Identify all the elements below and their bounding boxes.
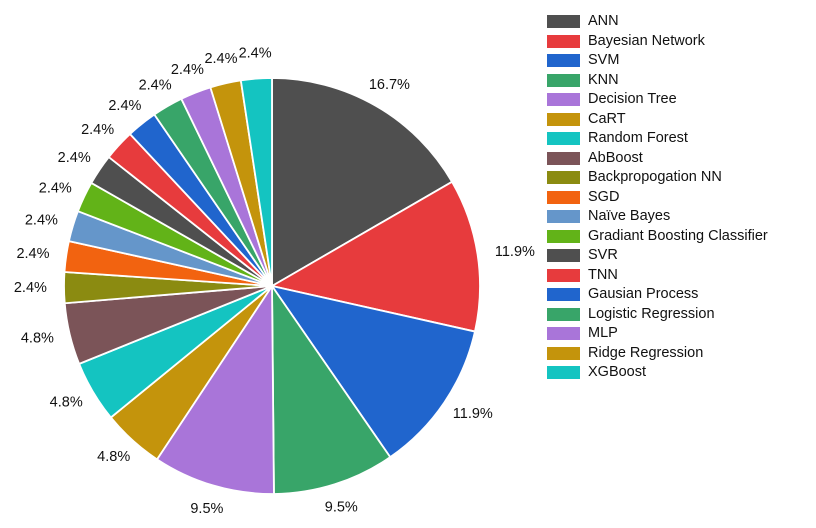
legend-swatch-bayesian-network	[547, 34, 580, 48]
legend-item-sgd: SGD	[547, 188, 768, 205]
legend-item-gradiant-boosting-classifier: Gradiant Boosting Classifier	[547, 227, 768, 244]
legend-swatch-na-ve-bayes	[547, 210, 580, 223]
legend-label-tnn: TNN	[588, 266, 618, 283]
legend-item-cart: CaRT	[547, 110, 768, 127]
legend-label-decision-tree: Decision Tree	[588, 91, 677, 107]
legend-swatch-ridge-regression	[547, 346, 580, 360]
legend-item-xgboost: XGBoost	[547, 364, 768, 380]
legend-item-na-ve-bayes: Naïve Bayes	[547, 208, 768, 224]
legend-swatch-xgboost	[547, 366, 580, 379]
pie-pct-label-knn: 9.5%	[325, 500, 358, 516]
legend-label-abboost: AbBoost	[588, 149, 643, 166]
legend-item-backpropogation-nn: Backpropogation NN	[547, 169, 768, 185]
pie-pct-label-cart: 4.8%	[97, 449, 130, 465]
legend-label-svm: SVM	[588, 52, 620, 68]
pie-pct-label-abboost: 4.8%	[21, 330, 54, 346]
legend-item-knn: KNN	[547, 71, 768, 88]
legend-label-knn: KNN	[588, 71, 619, 88]
legend-item-decision-tree: Decision Tree	[547, 91, 768, 107]
legend-swatch-svm	[547, 54, 580, 67]
legend-label-gausian-process: Gausian Process	[588, 286, 699, 302]
legend-swatch-ann	[547, 15, 580, 28]
legend-item-bayesian-network: Bayesian Network	[547, 32, 768, 49]
legend: ANN Bayesian Network SVM KNN Decision Tree Ca…	[547, 13, 768, 386]
pie-pct-label-tnn: 2.4%	[81, 122, 114, 138]
legend-swatch-cart	[547, 112, 580, 126]
pie-pct-label-ann: 16.7%	[369, 77, 410, 93]
pie-slice-knn	[271, 285, 392, 495]
legend-label-random-forest: Random Forest	[588, 130, 688, 146]
pie-pct-label-svr: 2.4%	[58, 150, 91, 166]
legend-swatch-gradiant-boosting-classifier	[547, 229, 580, 243]
pie-pct-label-bayesian-network: 11.9%	[495, 244, 535, 260]
legend-label-logistic-regression: Logistic Regression	[588, 305, 715, 322]
legend-label-na-ve-bayes: Naïve Bayes	[588, 208, 671, 224]
pie-pct-label-sgd: 2.4%	[16, 246, 49, 262]
pie-pct-label-backpropogation-nn: 2.4%	[14, 280, 47, 296]
pie-slice-svm	[271, 285, 476, 459]
legend-swatch-svr	[547, 249, 580, 262]
legend-label-svr: SVR	[588, 247, 618, 263]
legend-item-svm: SVM	[547, 52, 768, 68]
pie-pct-label-gradiant-boosting-classifier: 2.4%	[39, 180, 72, 196]
legend-label-sgd: SGD	[588, 188, 620, 205]
legend-label-bayesian-network: Bayesian Network	[588, 32, 705, 49]
pie-slice-bayesian-network	[271, 180, 481, 333]
legend-item-gausian-process: Gausian Process	[547, 286, 768, 302]
legend-swatch-tnn	[547, 268, 580, 282]
legend-item-svr: SVR	[547, 247, 768, 263]
pie-pct-label-svm: 11.9%	[453, 406, 493, 422]
legend-label-backpropogation-nn: Backpropogation NN	[588, 169, 722, 185]
legend-swatch-logistic-regression	[547, 307, 580, 321]
pie-pct-label-gausian-process: 2.4%	[108, 98, 141, 114]
legend-swatch-mlp	[547, 327, 580, 340]
legend-item-random-forest: Random Forest	[547, 130, 768, 146]
pie-pct-label-xgboost: 2.4%	[239, 46, 272, 62]
pie-pct-label-mlp: 2.4%	[171, 62, 204, 78]
legend-swatch-decision-tree	[547, 93, 580, 106]
pie-slice-ann	[271, 77, 453, 287]
legend-item-mlp: MLP	[547, 325, 768, 341]
pie-slice-xgboost	[239, 77, 273, 287]
legend-label-xgboost: XGBoost	[588, 364, 647, 380]
pie-pct-label-na-ve-bayes: 2.4%	[25, 213, 58, 229]
legend-item-ridge-regression: Ridge Regression	[547, 344, 768, 361]
legend-swatch-backpropogation-nn	[547, 171, 580, 184]
legend-swatch-sgd	[547, 190, 580, 204]
legend-label-mlp: MLP	[588, 325, 618, 341]
pie-pct-label-decision-tree: 9.5%	[190, 501, 223, 517]
legend-item-ann: ANN	[547, 13, 768, 29]
pie-pct-label-random-forest: 4.8%	[50, 394, 83, 410]
legend-swatch-knn	[547, 73, 580, 87]
pie-slice-decision-tree	[156, 285, 275, 495]
legend-label-cart: CaRT	[588, 110, 626, 127]
legend-item-logistic-regression: Logistic Regression	[547, 305, 768, 322]
legend-swatch-gausian-process	[547, 288, 580, 301]
legend-item-abboost: AbBoost	[547, 149, 768, 166]
legend-swatch-abboost	[547, 151, 580, 165]
legend-swatch-random-forest	[547, 132, 580, 145]
pie-pct-label-ridge-regression: 2.4%	[204, 51, 237, 67]
legend-label-ridge-regression: Ridge Regression	[588, 344, 704, 361]
legend-label-ann: ANN	[588, 13, 619, 29]
legend-item-tnn: TNN	[547, 266, 768, 283]
pie-pct-label-logistic-regression: 2.4%	[139, 78, 172, 94]
legend-label-gradiant-boosting-classifier: Gradiant Boosting Classifier	[588, 227, 768, 244]
